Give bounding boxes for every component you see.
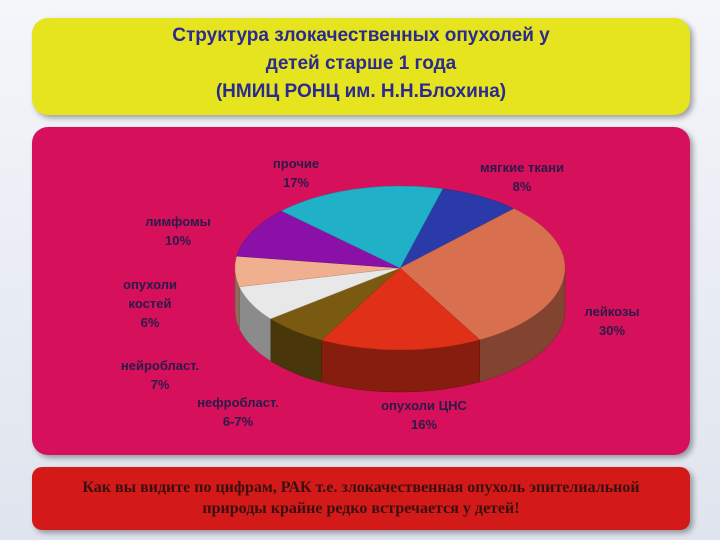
value-label: 6% [140,315,160,330]
value-label: 30% [598,323,626,338]
category-name: лейкозы [584,304,640,319]
value-label: 10% [164,233,192,248]
category-name: прочие [272,156,320,171]
category-name: мягкие ткани [480,160,564,175]
title-box: Структура злокачественных опухолей у дет… [32,18,690,115]
pie-slice [320,267,481,351]
slice-label: лимфомы 10% [118,212,238,250]
category-name: опухоли ЦНС [381,398,467,413]
pie-slice [280,185,444,269]
category-name: опухоли костей [123,277,177,311]
footer-text: Как вы видите по цифрам, РАК т.е. злокач… [82,479,640,517]
category-name: лимфомы [145,214,211,229]
chart-title: Структура злокачественных опухолей у дет… [172,25,550,102]
slice-label: нефробласт. 6-7% [178,393,298,431]
category-name: нейробласт. [120,358,200,373]
slice-label: прочие 17% [236,154,356,192]
slice-label: опухоли ЦНС 16% [364,396,484,434]
category-name: нефробласт. [197,395,279,410]
footer-box: Как вы видите по цифрам, РАК т.е. злокач… [32,467,690,530]
slice-label: нейробласт. 7% [100,356,220,394]
slice-label: мягкие ткани 8% [462,158,582,196]
value-label: 16% [410,417,438,432]
value-label: 17% [282,175,310,190]
pie-slice [236,210,401,269]
pie-slice [399,208,566,341]
value-label: 6-7% [222,414,254,429]
value-label: 7% [150,377,170,392]
value-label: 8% [512,179,532,194]
slice-label: лейкозы 30% [552,302,672,340]
slice-label: опухоли костей 6% [115,275,185,332]
